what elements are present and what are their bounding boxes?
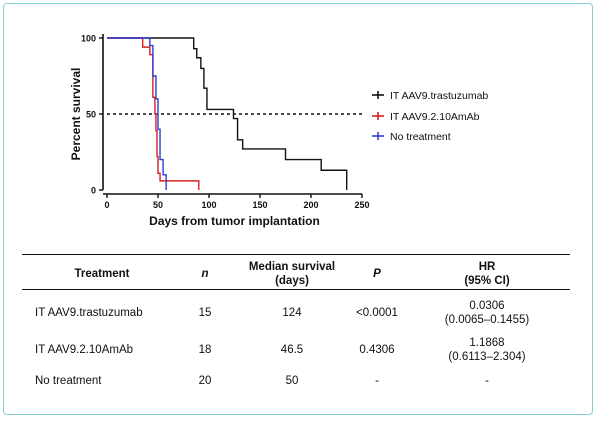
header-hr-line1: HR [478, 261, 496, 273]
row2-hr-ci: (0.6113–2.304) [448, 351, 526, 363]
header-median-line1: Median survival [248, 261, 336, 273]
y-tick-label: 0 [91, 186, 96, 196]
row1-hr-value: 0.0306 [469, 300, 505, 312]
series-line-3 [107, 37, 167, 190]
x-tick-label: 100 [201, 200, 216, 210]
row3-n: 20 [198, 375, 212, 387]
row1-n: 15 [198, 307, 212, 319]
row1-treatment: IT AAV9.trastuzumab [35, 307, 143, 319]
row2-treatment: IT AAV9.2.10AmAb [35, 344, 134, 356]
y-tick-label: 100 [81, 34, 96, 44]
header-hr-line2: (95% CI) [464, 275, 510, 287]
x-tick-label: 250 [354, 200, 369, 210]
x-tick-label: 150 [252, 200, 267, 210]
table-top-rule [22, 254, 570, 255]
row3-hr: - [485, 375, 489, 387]
x-tick-label: 0 [104, 200, 109, 210]
row1-hr: 0.0306 (0.0065–0.1455) [432, 299, 542, 327]
row1-median: 124 [282, 307, 302, 319]
header-hr: HR (95% CI) [432, 260, 542, 288]
series-line-1 [107, 37, 348, 190]
survival-chart: 0 50 100 0 50 100 150 200 250 Days from tumor imp… [69, 34, 488, 229]
x-axis-label: Days from tumor implantation [149, 214, 320, 228]
header-median-line2: (days) [275, 275, 309, 287]
header-p: P [373, 268, 381, 280]
x-tick-label: 50 [153, 200, 163, 210]
y-axis-label: Percent survival [69, 68, 83, 161]
header-treatment: Treatment [74, 268, 130, 280]
figure-frame [3, 3, 593, 415]
row3-median: 50 [285, 375, 299, 387]
row2-n: 18 [198, 344, 212, 356]
row2-p: 0.4306 [359, 344, 395, 356]
legend-label-2: IT AAV9.2.10AmAb [390, 111, 480, 123]
series-line-2 [107, 37, 200, 190]
legend-label-3: No treatment [390, 131, 451, 143]
row2-hr-value: 1.1868 [469, 337, 505, 349]
header-median: Median survival (days) [232, 260, 352, 288]
row2-hr: 1.1868 (0.6113–2.304) [432, 336, 542, 364]
table-header-rule [22, 289, 570, 290]
x-tick-label: 200 [303, 200, 318, 210]
row3-p: - [375, 375, 379, 387]
header-n: n [201, 268, 209, 280]
y-tick-label: 50 [86, 110, 96, 120]
legend-label-1: IT AAV9.trastuzumab [390, 90, 488, 102]
row2-median: 46.5 [280, 344, 304, 356]
row1-hr-ci: (0.0065–0.1455) [444, 314, 530, 326]
row1-p: <0.0001 [356, 307, 398, 319]
row3-treatment: No treatment [35, 375, 102, 387]
